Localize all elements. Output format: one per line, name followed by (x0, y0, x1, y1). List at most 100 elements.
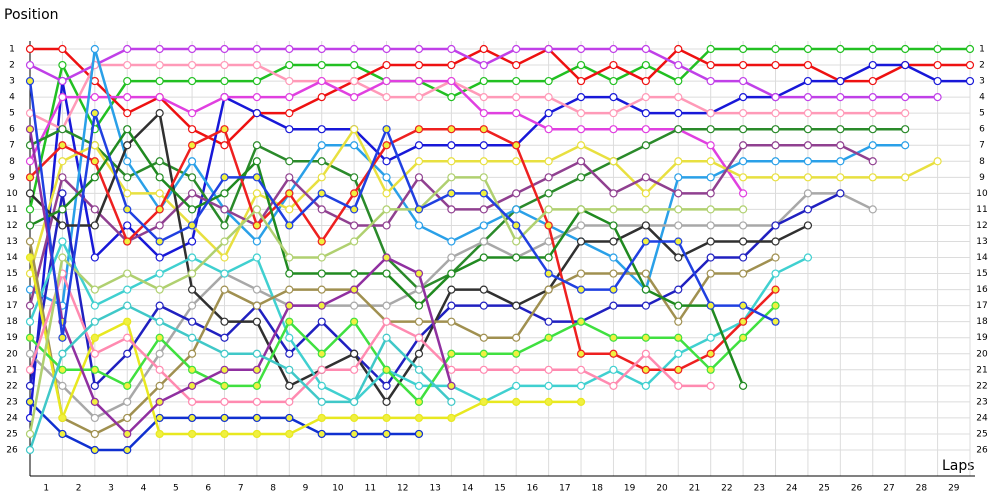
point (90, 253, 99, 262)
point (933, 157, 942, 166)
point (836, 76, 845, 86)
point (414, 125, 424, 134)
point (350, 301, 359, 310)
point (187, 109, 197, 118)
point (187, 189, 197, 198)
point (836, 141, 845, 150)
point (25, 381, 35, 390)
x-tick-label: 14 (462, 484, 474, 494)
x-tick-label: 27 (883, 484, 894, 494)
y-tick-label: 3 (9, 77, 15, 87)
point (868, 109, 877, 118)
point (641, 381, 650, 390)
point (739, 141, 748, 150)
point (155, 253, 164, 262)
point (836, 44, 845, 54)
point (706, 173, 715, 182)
point (771, 60, 780, 70)
point (479, 125, 488, 134)
point (414, 93, 424, 102)
point (479, 285, 488, 294)
point (317, 413, 326, 423)
point (479, 349, 488, 358)
point (674, 333, 683, 342)
point (90, 205, 99, 214)
x-tick-label: 10 (332, 484, 344, 494)
point (220, 333, 229, 342)
point (382, 44, 391, 54)
point (285, 365, 294, 374)
point (576, 317, 586, 326)
point (641, 76, 650, 86)
point (285, 397, 294, 406)
point (25, 157, 35, 166)
point (512, 253, 521, 262)
point (123, 445, 132, 455)
point (836, 173, 845, 182)
point (447, 381, 456, 390)
point (58, 333, 67, 342)
point (285, 157, 294, 166)
point (25, 317, 35, 326)
point (479, 60, 488, 70)
point (25, 445, 35, 455)
point (285, 221, 294, 230)
point (187, 60, 197, 70)
y-tick-label: 8 (9, 157, 15, 167)
point (25, 221, 35, 230)
point (317, 76, 326, 86)
point (771, 317, 780, 326)
point (576, 221, 586, 230)
point (512, 60, 521, 70)
point (868, 76, 877, 86)
y-tick-label: 24 (6, 413, 18, 423)
point (25, 60, 35, 70)
point (155, 76, 164, 86)
point (155, 93, 164, 102)
point (544, 189, 553, 198)
series-line (29, 304, 777, 404)
point (544, 125, 553, 134)
point (187, 349, 197, 358)
point (803, 93, 813, 102)
point (220, 76, 229, 86)
y-tick-label-right: 7 (979, 141, 985, 151)
point (414, 333, 424, 342)
point (252, 76, 261, 86)
point (479, 397, 488, 406)
point (544, 365, 553, 374)
point (739, 93, 748, 102)
point (609, 365, 618, 374)
point (544, 157, 553, 166)
point (479, 76, 488, 86)
point (317, 173, 326, 182)
point (187, 285, 197, 294)
series-line (29, 127, 777, 372)
point (771, 269, 780, 278)
point (706, 205, 715, 214)
x-tick-label: 3 (108, 484, 114, 494)
point (220, 189, 229, 198)
point (25, 365, 35, 374)
point (836, 109, 845, 118)
y-tick-label: 20 (6, 349, 18, 359)
point (58, 60, 67, 70)
point (252, 44, 261, 54)
point (285, 333, 294, 342)
point (90, 381, 99, 390)
point (252, 221, 261, 230)
point (771, 125, 780, 134)
point (220, 285, 229, 294)
point (706, 237, 715, 246)
point (706, 76, 715, 86)
point (479, 157, 488, 166)
point (220, 125, 229, 134)
point (90, 413, 99, 423)
x-tick-label: 1 (43, 484, 49, 494)
point (252, 429, 261, 439)
point (350, 44, 359, 54)
x-tick-label: 13 (429, 484, 440, 494)
point (285, 44, 294, 54)
point (479, 253, 488, 262)
point (25, 349, 35, 358)
